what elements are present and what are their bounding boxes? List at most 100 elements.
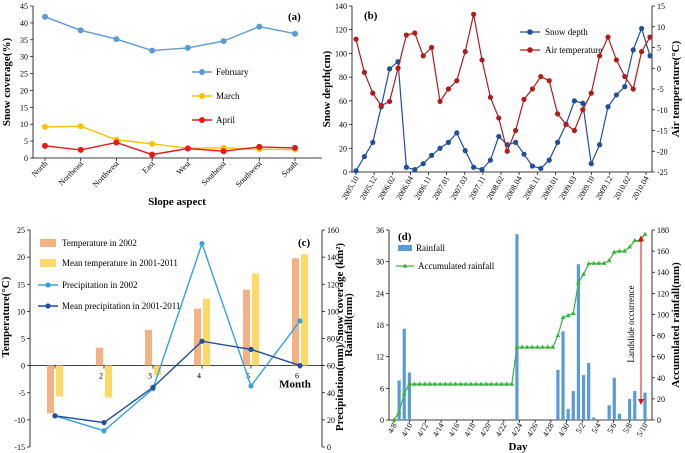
d-bar — [633, 390, 637, 420]
b-point — [471, 164, 477, 170]
d-point — [555, 332, 561, 338]
panel-b: 0 20 40 60 80 100 120 140 -25 -20 -15 -10 -5 0 5 10 15 20… — [321, 2, 682, 202]
d-x-axis-title: Day — [509, 441, 528, 453]
c-bar — [105, 365, 112, 398]
d-point — [616, 248, 622, 253]
d-annotation-arrowhead — [638, 399, 644, 405]
d-point — [514, 344, 520, 349]
a-x-tick-label: Southeast — [200, 159, 229, 188]
d-bar — [566, 408, 570, 420]
b-y2-tick-label: -5 — [657, 85, 664, 94]
b-y-tick-label: 100 — [335, 49, 347, 58]
b-point — [378, 103, 384, 109]
c-legend-swatch — [40, 239, 56, 247]
a-panel-label: (a) — [288, 11, 301, 23]
b-y2-tick-label: 5 — [657, 44, 661, 53]
a-y-tick-label: 35 — [20, 36, 28, 45]
a-point — [256, 143, 263, 150]
b-y2-axis-title: Air temperature(°C) — [670, 40, 682, 137]
b-point — [445, 86, 451, 92]
b-point — [353, 36, 359, 42]
d-bar — [556, 369, 560, 420]
c-point — [150, 384, 156, 390]
a-legend-marker — [199, 69, 205, 75]
d-bar — [592, 417, 596, 420]
d-x-tick-label: 4/18 — [462, 422, 477, 439]
c-x-tick-label: 6 — [295, 372, 299, 381]
b-point — [622, 73, 628, 80]
d-x-tick-label: 4/12 — [415, 422, 430, 439]
b-point — [445, 139, 451, 145]
d-point — [596, 260, 602, 265]
a-x-axis-title: Slope aspect — [148, 196, 206, 208]
b-panel-label: (b) — [364, 10, 378, 22]
d-point — [463, 381, 469, 386]
d-point — [447, 381, 453, 386]
b-point — [546, 157, 552, 163]
d-annotation-label: Landslide occurrence — [626, 285, 636, 362]
c-point — [248, 346, 254, 352]
a-y-tick-label: 5 — [24, 137, 28, 146]
a-point — [77, 123, 84, 130]
d-point — [524, 344, 530, 349]
c-y2-tick-label: 80 — [327, 335, 335, 344]
b-point — [571, 98, 578, 104]
b-point — [361, 153, 367, 160]
c-y2-tick-label: 140 — [327, 253, 339, 262]
b-point — [496, 115, 502, 121]
b-point — [370, 139, 376, 145]
c-x-tick-label: 3 — [148, 372, 152, 381]
c-point — [101, 428, 107, 434]
b-y2-tick-label: 0 — [657, 64, 661, 73]
d-y-axis-title: Rainfall(mm) — [343, 293, 355, 357]
c-y2-tick-label: 100 — [327, 307, 339, 316]
a-series-line — [44, 141, 296, 156]
c-point — [297, 318, 303, 324]
d-bar — [612, 377, 616, 420]
a-point — [184, 145, 191, 152]
d-point — [591, 260, 597, 265]
c-point — [199, 240, 205, 247]
a-point — [42, 13, 48, 20]
d-x-tick-label: 4/8 — [386, 422, 399, 435]
d-point — [427, 381, 433, 386]
a-x-tick-label: East — [140, 159, 157, 176]
b-point — [504, 148, 510, 154]
a-x-tick-label: Northwest — [91, 159, 121, 189]
d-point — [458, 381, 463, 386]
d-legend-label: Rainfall — [416, 243, 445, 253]
c-point — [248, 383, 254, 389]
c-y2-tick-label: 0 — [327, 443, 331, 452]
d-point — [401, 391, 407, 396]
b-point — [529, 163, 536, 169]
d-point — [565, 312, 571, 318]
d-bar — [617, 413, 621, 420]
d-bar — [397, 380, 401, 420]
d-x-tick-label: 5/2 — [574, 422, 587, 435]
a-y-tick-label: 0 — [24, 154, 28, 163]
panel-a: 0 5 10 15 20 25 30 35 40 45 North Northeast Northwes… — [1, 2, 322, 208]
b-y-tick-label: 80 — [339, 73, 347, 82]
d-legend-label: Accumulated rainfall — [418, 261, 495, 271]
d-y-tick-label: 18 — [376, 321, 384, 330]
d-point — [540, 344, 545, 349]
d-point — [473, 381, 479, 386]
c-bar — [47, 365, 54, 414]
b-point — [437, 98, 443, 105]
d-y2-tick-label: 160 — [657, 247, 669, 256]
b-point — [613, 57, 620, 63]
b-point — [605, 104, 611, 110]
c-y2-tick-label: 20 — [327, 416, 335, 425]
b-point — [487, 94, 493, 100]
c-bar — [154, 365, 161, 376]
b-y2-tick-label: 10 — [657, 23, 665, 32]
d-point — [576, 280, 581, 285]
d-x-tick-label: 4/30 — [556, 422, 571, 439]
b-y2-tick-label: -20 — [657, 147, 668, 156]
d-point — [417, 381, 423, 386]
d-bar — [402, 328, 406, 420]
a-x-tick-label: West — [175, 159, 193, 177]
d-legend-swatch — [398, 245, 412, 251]
a-point — [113, 36, 120, 43]
d-y2-tick-label: 120 — [657, 289, 669, 298]
